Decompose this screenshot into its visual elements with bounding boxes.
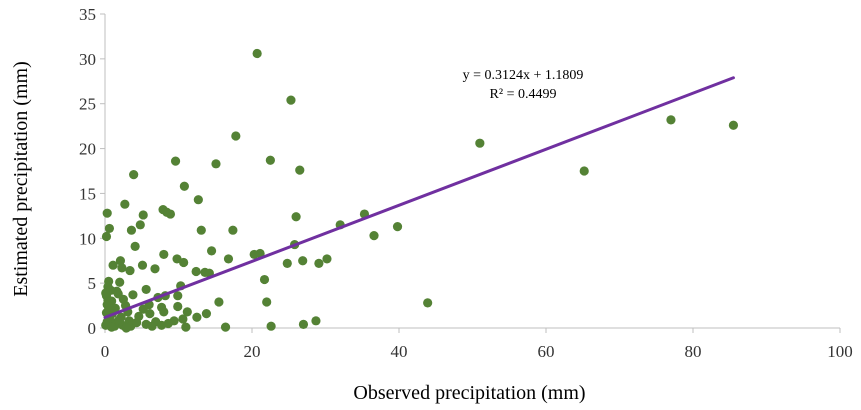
data-point <box>145 309 155 319</box>
data-point <box>579 166 589 176</box>
data-point <box>266 321 276 331</box>
y-tick-label: 0 <box>88 319 97 338</box>
y-tick-label: 10 <box>79 229 96 248</box>
data-point <box>220 322 231 332</box>
data-point <box>196 225 206 235</box>
data-point <box>173 291 183 301</box>
data-point <box>193 195 203 205</box>
x-tick-label: 100 <box>827 342 853 361</box>
data-point <box>311 316 321 326</box>
data-point <box>223 254 234 264</box>
data-point <box>282 258 292 269</box>
x-tick-label: 80 <box>685 342 702 361</box>
data-point <box>126 225 137 235</box>
trendline-layer <box>103 76 735 319</box>
data-point <box>138 304 148 314</box>
data-point <box>192 312 202 322</box>
data-point <box>159 307 169 317</box>
data-point <box>159 249 169 260</box>
data-point <box>295 165 305 175</box>
data-point <box>170 156 181 166</box>
data-point <box>423 298 433 308</box>
data-point <box>107 322 117 332</box>
data-point <box>101 231 112 242</box>
data-point <box>132 318 142 328</box>
axes <box>104 14 840 329</box>
data-point <box>475 138 485 148</box>
y-tick-label: 15 <box>79 184 96 203</box>
x-tick-label: 60 <box>538 342 555 361</box>
tick-labels: 0 5 10 15 20 25 30 35 0 20 40 60 80 100 <box>79 5 853 361</box>
y-tick-label: 5 <box>88 274 97 293</box>
data-point <box>150 264 160 274</box>
data-point <box>147 321 157 331</box>
data-point <box>113 289 123 299</box>
data-point <box>120 199 130 209</box>
data-point <box>179 181 189 191</box>
data-point <box>117 263 127 273</box>
data-point <box>108 260 118 270</box>
r-squared-label: R² = 0.4499 <box>490 87 557 102</box>
y-tick-label: 30 <box>79 50 96 69</box>
data-point <box>666 115 676 125</box>
data-point <box>262 297 272 307</box>
data-point <box>322 254 332 264</box>
data-point <box>728 120 739 130</box>
y-tick-label: 20 <box>79 140 96 159</box>
data-point <box>115 277 125 287</box>
data-point <box>298 319 309 330</box>
x-tick-label: 0 <box>101 342 110 361</box>
data-point <box>265 155 275 165</box>
data-point <box>130 241 140 251</box>
data-point <box>181 322 191 332</box>
data-point <box>182 307 192 317</box>
data-point <box>128 290 138 300</box>
x-tick-label: 40 <box>391 342 408 361</box>
data-point <box>173 301 183 312</box>
data-point <box>211 159 221 169</box>
data-point <box>214 297 224 307</box>
data-point <box>114 315 124 325</box>
data-point <box>291 212 301 222</box>
data-point <box>106 285 116 295</box>
x-axis-title: Observed precipitation (mm) <box>353 382 585 404</box>
data-point <box>121 323 131 333</box>
data-point <box>104 223 115 234</box>
data-points <box>101 48 739 333</box>
data-point <box>115 256 126 266</box>
data-point <box>165 209 176 219</box>
data-point <box>135 220 145 230</box>
data-point <box>163 318 173 329</box>
data-point <box>137 260 148 270</box>
trendline <box>103 76 735 319</box>
data-point <box>369 230 379 241</box>
data-point <box>178 314 188 324</box>
data-point <box>179 257 189 268</box>
data-point <box>298 256 308 266</box>
data-point <box>206 246 217 256</box>
data-point <box>231 131 241 141</box>
data-point <box>228 225 238 235</box>
data-point <box>129 169 139 180</box>
data-point <box>125 265 135 276</box>
data-point <box>191 266 201 277</box>
data-point <box>392 222 403 232</box>
data-point <box>102 208 112 218</box>
data-point <box>286 95 296 105</box>
y-tick-label: 35 <box>79 5 96 24</box>
y-tick-label: 25 <box>79 95 96 114</box>
data-point <box>259 274 270 285</box>
data-point <box>252 48 262 59</box>
trendline-equation: y = 0.3124x + 1.1809 <box>463 68 584 83</box>
data-point <box>201 309 212 319</box>
data-point <box>314 258 324 269</box>
data-point <box>104 304 114 314</box>
x-tick-label: 20 <box>244 342 261 361</box>
data-point <box>138 210 148 220</box>
y-axis-title: Estimated precipitation (mm) <box>10 61 32 297</box>
data-point <box>141 284 151 295</box>
